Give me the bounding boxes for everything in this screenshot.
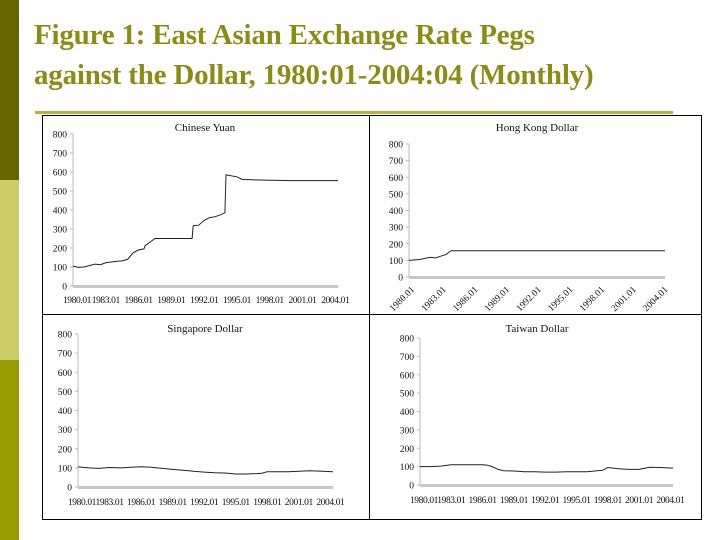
x-tick-label: 2004.01 — [321, 296, 350, 306]
chart-chinese-yuan: Chinese Yuan 0 100 200 300 400 500 600 700 800 198… — [53, 122, 351, 306]
x-tick-label: 1998.01 — [578, 285, 607, 314]
x-tick-label: 1998.01 — [256, 296, 285, 306]
y-tick-label: 300 — [58, 426, 73, 436]
y-tick-label: 700 — [400, 353, 415, 363]
slide-title-line-1: Figure 1: East Asian Exchange Rate Pegs — [34, 19, 535, 51]
x-tick-label: 1986.01 — [125, 296, 154, 306]
x-axis-line — [73, 285, 338, 288]
y-tick-label: 0 — [67, 484, 72, 494]
y-tick-label: 500 — [389, 190, 404, 200]
slide-title-line-2: against the Dollar, 1980:01-2004:04 (Mon… — [34, 59, 594, 91]
y-tick-label: 300 — [389, 224, 404, 234]
y-tick-label: 400 — [53, 207, 68, 217]
y-tick-label: 200 — [58, 445, 73, 455]
x-tick-label: 1983.01 — [420, 285, 449, 314]
chart-title: Hong Kong Dollar — [496, 122, 579, 134]
y-tick-label: 500 — [400, 390, 415, 400]
y-tick-label: 300 — [53, 226, 68, 236]
x-tick-label: 2001.01 — [625, 496, 654, 506]
y-tick-label: 100 — [400, 463, 415, 473]
y-tick-label: 0 — [398, 274, 403, 284]
x-tick-label: 1992.01 — [515, 285, 544, 314]
series-line — [77, 466, 334, 475]
x-tick-label: 1989.01 — [159, 498, 188, 508]
x-tick-label: 1983.01 — [437, 496, 466, 506]
sidebar-block-dark — [0, 0, 19, 180]
slide-title: Figure 1: East Asian Exchange Rate Pegs … — [34, 15, 694, 95]
y-tick-label: 200 — [53, 245, 68, 255]
sidebar-block-light — [0, 180, 19, 360]
chart-singapore-dollar: Singapore Dollar 0 100 200 300 400 500 600 700 80… — [58, 323, 346, 508]
panel-divider-vertical — [369, 115, 370, 520]
y-tick-label: 800 — [389, 141, 404, 151]
x-axis-line — [78, 486, 333, 489]
series-line — [72, 174, 338, 268]
y-tick-label: 600 — [389, 174, 404, 184]
y-tick-label: 700 — [58, 350, 73, 360]
x-tick-label: 2004.01 — [642, 285, 671, 314]
chart-title: Singapore Dollar — [167, 323, 243, 335]
y-tick-label: 400 — [58, 407, 73, 417]
y-tick-label: 400 — [400, 408, 415, 418]
y-tick-label: 600 — [400, 371, 415, 381]
x-tick-label: 1986.01 — [469, 496, 498, 506]
y-tick-label: 0 — [409, 482, 414, 492]
x-tick-label: 1995.01 — [223, 296, 252, 306]
x-tick-label: 1998.01 — [594, 496, 623, 506]
y-tick-label: 100 — [53, 264, 68, 274]
y-tick-label: 700 — [389, 157, 404, 167]
y-tick-label: 200 — [389, 240, 404, 250]
x-tick-label: 2001.01 — [288, 296, 317, 306]
x-tick-label: 1989.01 — [157, 296, 186, 306]
x-tick-label: 1995.01 — [547, 285, 576, 314]
y-tick-label: 200 — [400, 445, 415, 455]
x-tick-label: 2001.01 — [285, 498, 314, 508]
x-tick-label: 1983.01 — [92, 296, 121, 306]
x-tick-label: 1980.01 — [68, 498, 97, 508]
x-tick-label: 1980.01 — [410, 496, 439, 506]
x-tick-label: 1980.01 — [388, 285, 417, 314]
x-tick-label: 1995.01 — [222, 498, 251, 508]
x-tick-label: 1992.01 — [531, 496, 560, 506]
series-line — [420, 464, 674, 473]
x-tick-label: 1998.01 — [253, 498, 282, 508]
y-tick-label: 400 — [389, 207, 404, 217]
y-tick-label: 800 — [400, 335, 415, 345]
x-axis-line — [420, 484, 673, 487]
x-axis-line — [409, 276, 665, 279]
y-tick-label: 500 — [53, 188, 68, 198]
y-tick-label: 600 — [58, 369, 73, 379]
chart-taiwan-dollar: Taiwan Dollar 0 100 200 300 400 500 600 700 800 19… — [400, 323, 686, 506]
x-tick-label: 1989.01 — [500, 496, 529, 506]
x-tick-label: 1992.01 — [190, 296, 219, 306]
x-tick-label: 1983.01 — [96, 498, 125, 508]
decorative-sidebar — [0, 0, 19, 540]
x-tick-label: 1995.01 — [562, 496, 591, 506]
y-tick-label: 100 — [389, 257, 404, 267]
x-tick-label: 2004.01 — [316, 498, 345, 508]
y-tick-label: 700 — [53, 150, 68, 160]
y-tick-label: 600 — [53, 169, 68, 179]
y-tick-label: 500 — [58, 388, 73, 398]
panel-divider-horizontal — [42, 314, 702, 315]
y-tick-label: 800 — [53, 131, 68, 141]
y-tick-label: 100 — [58, 464, 73, 474]
x-tick-label: 1989.01 — [483, 285, 512, 314]
x-tick-label: 1992.01 — [190, 498, 219, 508]
x-tick-label: 2001.01 — [610, 285, 639, 314]
y-tick-label: 0 — [62, 283, 67, 293]
sidebar-block-medium — [0, 360, 19, 540]
x-tick-label: 2004.01 — [656, 496, 685, 506]
chart-title: Chinese Yuan — [175, 122, 236, 134]
x-tick-label: 1986.01 — [127, 498, 156, 508]
title-underline-rule — [35, 111, 673, 114]
x-tick-label: 1980.01 — [63, 296, 92, 306]
chart-title: Taiwan Dollar — [505, 323, 568, 335]
figure-panel-grid — [42, 115, 702, 520]
series-line — [408, 250, 665, 261]
chart-hong-kong-dollar: Hong Kong Dollar 0 100 200 300 400 500 600 700 80… — [388, 122, 671, 314]
y-tick-label: 800 — [58, 331, 73, 341]
x-tick-label: 1986.01 — [452, 285, 481, 314]
y-tick-label: 300 — [400, 426, 415, 436]
